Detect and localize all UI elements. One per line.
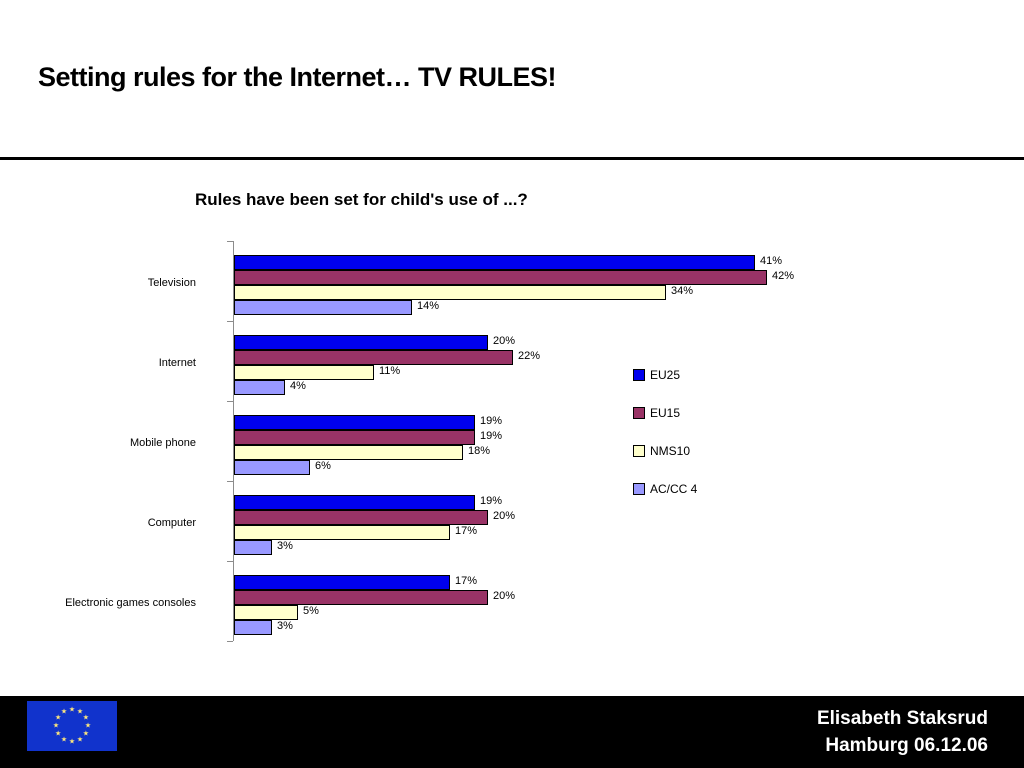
bar-eu25 (234, 415, 475, 430)
bar-accc4 (234, 300, 412, 315)
legend-swatch-eu15 (633, 407, 645, 419)
value-label: 6% (315, 460, 331, 472)
footer-bar: ★ ★ ★ ★ ★ ★ ★ ★ ★ ★ ★ ★ Elisabeth Staksrud Hamburg … (0, 696, 1024, 768)
bar-accc4 (234, 380, 285, 395)
eu-flag-star: ★ (68, 738, 76, 746)
value-label: 20% (493, 335, 516, 347)
footer-author: Elisabeth Staksrud (816, 708, 988, 729)
bar-eu15 (234, 590, 488, 605)
eu-flag-star: ★ (55, 730, 62, 738)
eu-flag: ★ ★ ★ ★ ★ ★ ★ ★ ★ ★ ★ ★ (27, 701, 117, 751)
value-label: 42% (772, 270, 795, 282)
bar-eu25 (234, 495, 475, 510)
value-label: 18% (468, 445, 491, 457)
value-label: 14% (417, 300, 440, 312)
axis-tick (227, 401, 233, 402)
value-label: 41% (760, 255, 783, 267)
value-label: 19% (480, 430, 503, 442)
value-label: 19% (480, 415, 503, 427)
bar-nms10 (234, 445, 463, 460)
eu-flag-star: ★ (82, 730, 89, 738)
bar-eu25 (234, 255, 755, 270)
category-label: Mobile phone (129, 437, 196, 449)
bar-nms10 (234, 605, 298, 620)
value-label: 20% (493, 590, 516, 602)
eu-flag-star: ★ (76, 736, 84, 744)
axis-tick (227, 241, 233, 242)
category-label: Computer (147, 517, 196, 529)
bar-eu15 (234, 430, 475, 445)
eu-flag-star: ★ (60, 736, 68, 744)
chart-title: Rules have been set for child's use of .… (195, 190, 528, 209)
category-label: Television (147, 277, 196, 289)
bar-eu15 (234, 510, 488, 525)
axis-tick (227, 641, 233, 642)
value-label: 20% (493, 510, 516, 522)
bar-accc4 (234, 460, 310, 475)
bar-nms10 (234, 365, 374, 380)
eu-flag-star: ★ (55, 714, 62, 722)
value-label: 11% (379, 365, 401, 377)
value-label: 4% (290, 380, 306, 392)
bar-accc4 (234, 540, 272, 555)
bar-eu25 (234, 335, 488, 350)
category-label: Internet (158, 357, 196, 369)
value-label: 19% (480, 495, 503, 507)
bar-eu15 (234, 270, 767, 285)
value-label: 22% (518, 350, 541, 362)
legend-swatch-accc4 (633, 483, 645, 495)
bar-nms10 (234, 525, 450, 540)
eu-flag-star: ★ (60, 708, 68, 716)
legend-label: EU15 (650, 406, 681, 420)
legend-swatch-nms10 (633, 445, 645, 457)
axis-tick (227, 561, 233, 562)
bar-eu25 (234, 575, 450, 590)
bar-nms10 (234, 285, 666, 300)
category-axis-line (233, 241, 234, 641)
axis-tick (227, 321, 233, 322)
bar-eu15 (234, 350, 513, 365)
category-label: Electronic games consoles (65, 597, 196, 609)
value-label: 3% (277, 540, 293, 552)
legend-label: NMS10 (650, 444, 691, 458)
legend-swatch-eu25 (633, 369, 645, 381)
eu-flag-star: ★ (82, 714, 89, 722)
legend-label: AC/CC 4 (650, 482, 698, 496)
footer-place-date: Hamburg 06.12.06 (825, 735, 988, 756)
eu-flag-star: ★ (68, 706, 76, 714)
footer-credit: Elisabeth Staksrud Hamburg 06.12.06 (817, 705, 988, 759)
bar-accc4 (234, 620, 272, 635)
eu-flag-star: ★ (84, 722, 92, 730)
value-label: 34% (671, 285, 694, 297)
axis-tick (227, 481, 233, 482)
value-label: 17% (455, 575, 478, 587)
value-label: 17% (455, 525, 478, 537)
title-divider-line (0, 157, 1024, 160)
legend-label: EU25 (650, 368, 681, 382)
slide-title: Setting rules for the Internet… TV RULES… (38, 62, 557, 92)
eu-flag-star: ★ (52, 722, 60, 730)
value-label: 3% (277, 620, 293, 632)
value-label: 5% (303, 605, 319, 617)
eu-flag-star: ★ (76, 708, 84, 716)
